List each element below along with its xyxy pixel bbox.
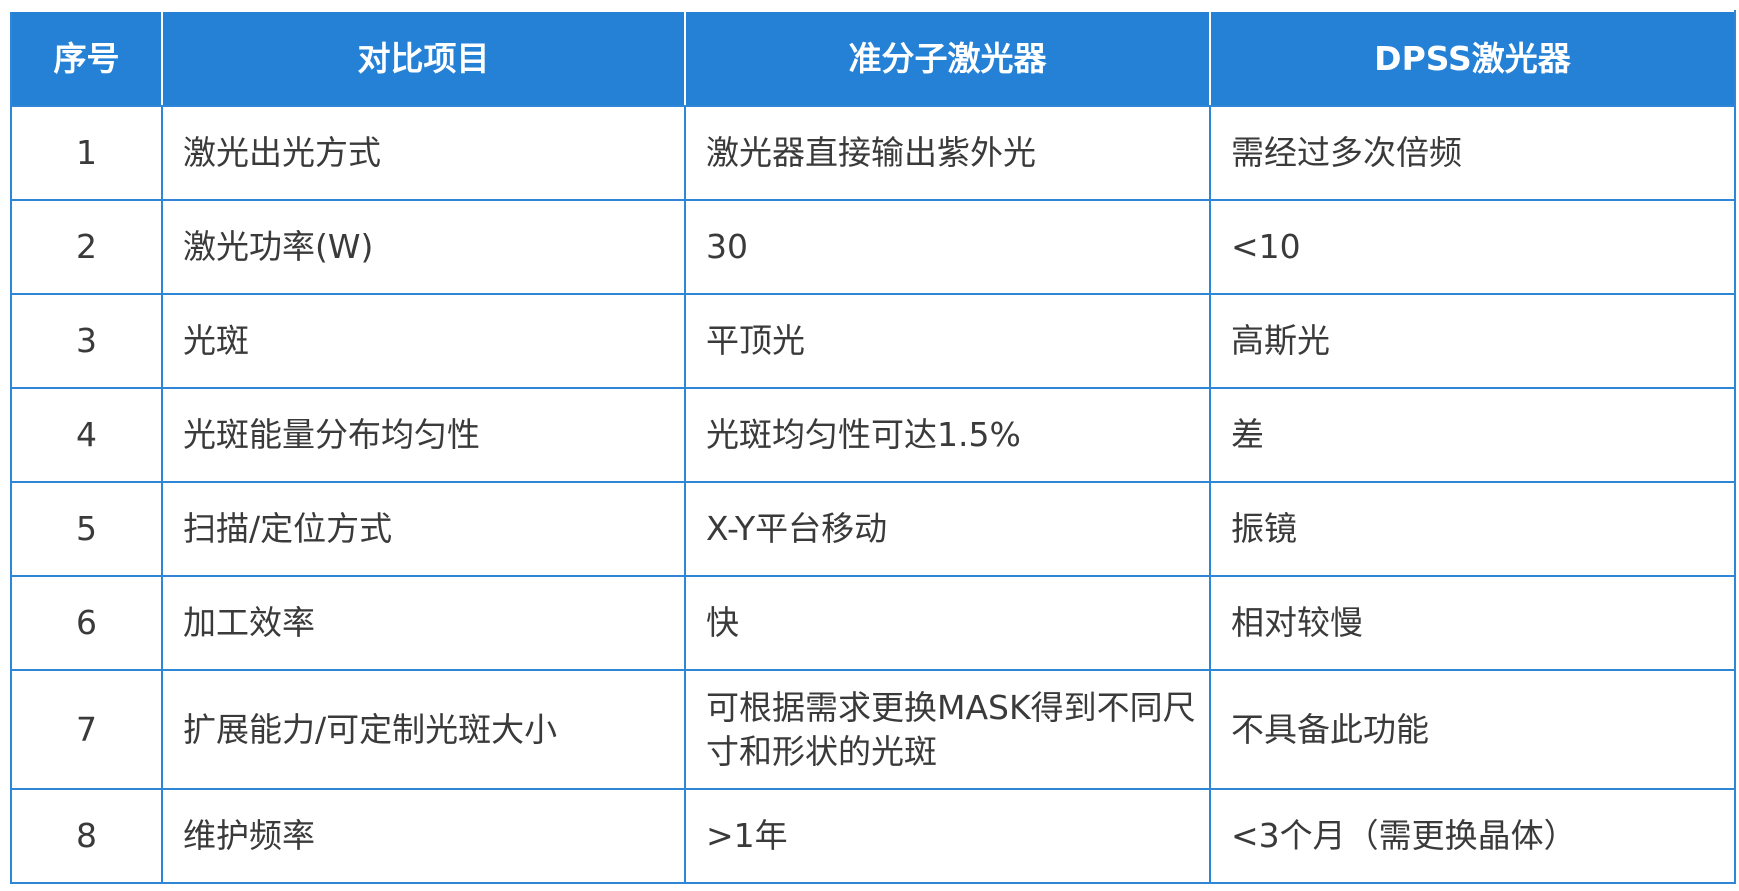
cell-excimer: 平顶光	[684, 293, 1211, 389]
cell-item: 激光功率(W)	[161, 199, 686, 295]
cell-no: 3	[10, 293, 163, 389]
cell-no: 2	[10, 199, 163, 295]
header-row: 序号 对比项目 准分子激光器 DPSS激光器	[10, 10, 1736, 107]
cell-dpss: 相对较慢	[1209, 575, 1736, 671]
cell-no: 7	[10, 669, 163, 790]
table-row: 4 光斑能量分布均匀性 光斑均匀性可达1.5% 差	[10, 387, 1736, 483]
cell-dpss: 高斯光	[1209, 293, 1736, 389]
header-item: 对比项目	[161, 10, 686, 107]
header-excimer: 准分子激光器	[684, 10, 1211, 107]
table-row: 1 激光出光方式 激光器直接输出紫外光 需经过多次倍频	[10, 105, 1736, 201]
cell-item: 光斑能量分布均匀性	[161, 387, 686, 483]
table-row: 7 扩展能力/可定制光斑大小 可根据需求更换MASK得到不同尺寸和形状的光斑 不具备此…	[10, 669, 1736, 790]
cell-excimer: 激光器直接输出紫外光	[684, 105, 1211, 201]
table-row: 3 光斑 平顶光 高斯光	[10, 293, 1736, 389]
header-no: 序号	[10, 10, 163, 107]
cell-item: 扫描/定位方式	[161, 481, 686, 577]
cell-excimer: 30	[684, 199, 1211, 295]
cell-excimer: >1年	[684, 788, 1211, 884]
cell-no: 1	[10, 105, 163, 201]
cell-item: 加工效率	[161, 575, 686, 671]
cell-dpss: 需经过多次倍频	[1209, 105, 1736, 201]
cell-dpss: 振镜	[1209, 481, 1736, 577]
cell-no: 6	[10, 575, 163, 671]
cell-no: 8	[10, 788, 163, 884]
cell-dpss: <10	[1209, 199, 1736, 295]
table-row: 6 加工效率快相对较慢	[10, 575, 1736, 671]
header-dpss: DPSS激光器	[1209, 10, 1736, 107]
cell-no: 4	[10, 387, 163, 483]
cell-item: 光斑	[161, 293, 686, 389]
cell-excimer: 可根据需求更换MASK得到不同尺寸和形状的光斑	[684, 669, 1211, 790]
table-row: 8 维护频率 >1年 <3个月（需更换晶体）	[10, 788, 1736, 884]
cell-item: 激光出光方式	[161, 105, 686, 201]
cell-dpss: 不具备此功能	[1209, 669, 1736, 790]
cell-excimer: 光斑均匀性可达1.5%	[684, 387, 1211, 483]
cell-item: 扩展能力/可定制光斑大小	[161, 669, 686, 790]
cell-excimer: 快	[684, 575, 1211, 671]
cell-dpss: 差	[1209, 387, 1736, 483]
cell-no: 5	[10, 481, 163, 577]
cell-dpss: <3个月（需更换晶体）	[1209, 788, 1736, 884]
cell-item: 维护频率	[161, 788, 686, 884]
table-row: 5 扫描/定位方式 X-Y平台移动 振镜	[10, 481, 1736, 577]
comparison-table: 序号 对比项目 准分子激光器 DPSS激光器 1 激光出光方式 激光器直接输出紫外光…	[10, 10, 1736, 884]
cell-excimer: X-Y平台移动	[684, 481, 1211, 577]
table-row: 2 激光功率(W) 30 <10	[10, 199, 1736, 295]
